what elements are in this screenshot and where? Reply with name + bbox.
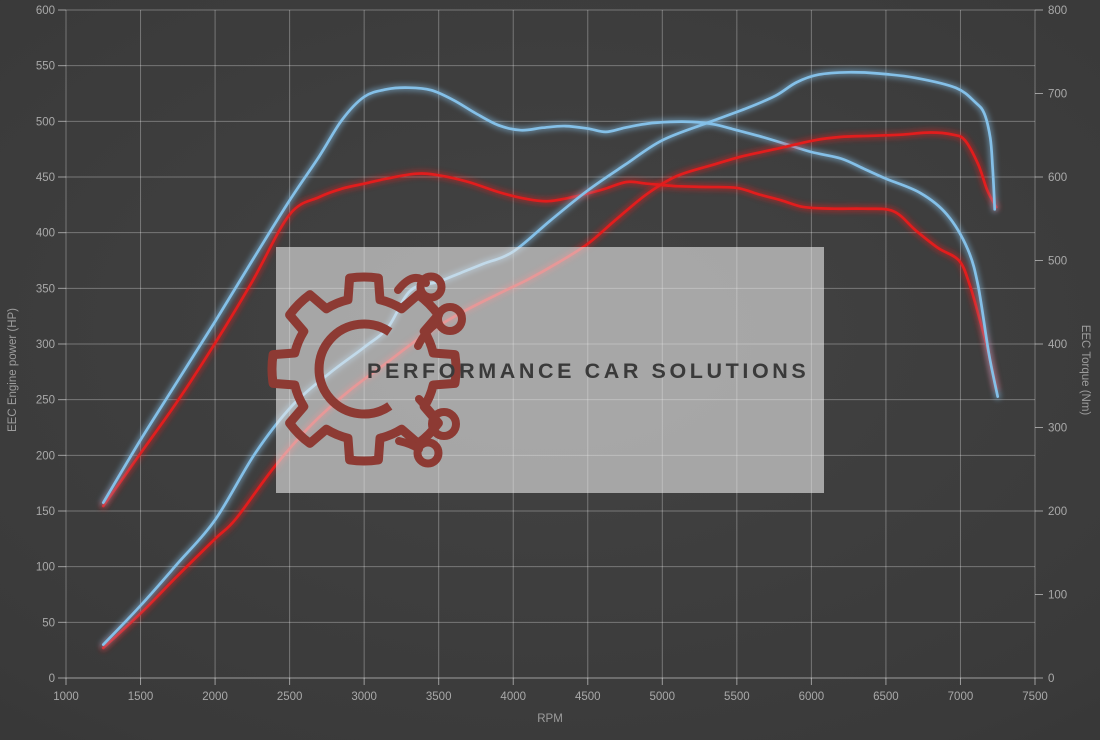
watermark-box bbox=[276, 247, 824, 493]
tick-layer bbox=[58, 9, 1043, 685]
y-axis-title-left: EEC Engine power (HP) bbox=[7, 308, 19, 432]
x-tick-label: 2000 bbox=[202, 691, 228, 703]
y-axis-title-right: EEC Torque (Nm) bbox=[1079, 325, 1091, 416]
power-red-curve bbox=[101, 131, 998, 650]
y-left-tick-label: 300 bbox=[36, 339, 55, 351]
circuit-trace bbox=[414, 320, 440, 350]
y-left-tick-label: 400 bbox=[36, 228, 55, 240]
x-tick-label: 7000 bbox=[948, 691, 974, 703]
x-tick-label: 2500 bbox=[277, 691, 303, 703]
x-tick-label: 3000 bbox=[351, 691, 377, 703]
y-right-tick-label: 400 bbox=[1048, 339, 1067, 351]
torque-red-curve bbox=[101, 172, 998, 508]
x-tick-label: 6500 bbox=[873, 691, 899, 703]
y-right-tick-label: 600 bbox=[1048, 172, 1067, 184]
x-tick-label: 1000 bbox=[53, 691, 79, 703]
y-right-tick-label: 300 bbox=[1048, 423, 1067, 435]
y-left-tick-label: 100 bbox=[36, 562, 55, 574]
x-tick-label: 5500 bbox=[724, 691, 750, 703]
y-left-tick-label: 50 bbox=[42, 617, 55, 629]
y-right-tick-label: 800 bbox=[1048, 5, 1067, 17]
x-tick-label: 4500 bbox=[575, 691, 601, 703]
x-tick-label: 5000 bbox=[650, 691, 676, 703]
watermark-text: PERFORMANCE CAR SOLUTIONS bbox=[367, 359, 809, 383]
gear-outline bbox=[267, 272, 461, 466]
x-tick-label: 3500 bbox=[426, 691, 452, 703]
y-left-tick-label: 0 bbox=[49, 673, 55, 685]
y-right-tick-label: 500 bbox=[1048, 256, 1067, 268]
y-right-tick-label: 700 bbox=[1048, 89, 1067, 101]
y-left-tick-label: 500 bbox=[36, 116, 55, 128]
circuit-terminal bbox=[416, 272, 446, 302]
axis-label-layer: 0501001502002503003504004505005506000100… bbox=[36, 5, 1067, 703]
x-axis-title: RPM bbox=[537, 713, 563, 725]
x-tick-label: 4000 bbox=[500, 691, 526, 703]
y-left-tick-label: 600 bbox=[36, 5, 55, 17]
x-tick-label: 1500 bbox=[128, 691, 154, 703]
y-left-tick-label: 250 bbox=[36, 395, 55, 407]
watermark: PERFORMANCE CAR SOLUTIONS bbox=[267, 247, 824, 493]
torque-blue-curve bbox=[101, 86, 1000, 504]
gear-hub-arc bbox=[314, 319, 393, 419]
x-tick-label: 7500 bbox=[1022, 691, 1048, 703]
y-left-tick-label: 350 bbox=[36, 283, 55, 295]
y-left-tick-label: 150 bbox=[36, 506, 55, 518]
circuit-terminal bbox=[434, 303, 466, 335]
x-tick-label: 6000 bbox=[799, 691, 825, 703]
circuit-terminal bbox=[413, 438, 443, 468]
y-left-tick-label: 200 bbox=[36, 450, 55, 462]
y-right-tick-label: 0 bbox=[1048, 673, 1054, 685]
y-left-tick-label: 450 bbox=[36, 172, 55, 184]
circuit-terminal bbox=[428, 408, 460, 440]
gear-circuit-logo bbox=[267, 272, 466, 468]
y-right-tick-label: 200 bbox=[1048, 506, 1067, 518]
y-right-tick-label: 100 bbox=[1048, 590, 1067, 602]
y-left-tick-label: 550 bbox=[36, 61, 55, 73]
